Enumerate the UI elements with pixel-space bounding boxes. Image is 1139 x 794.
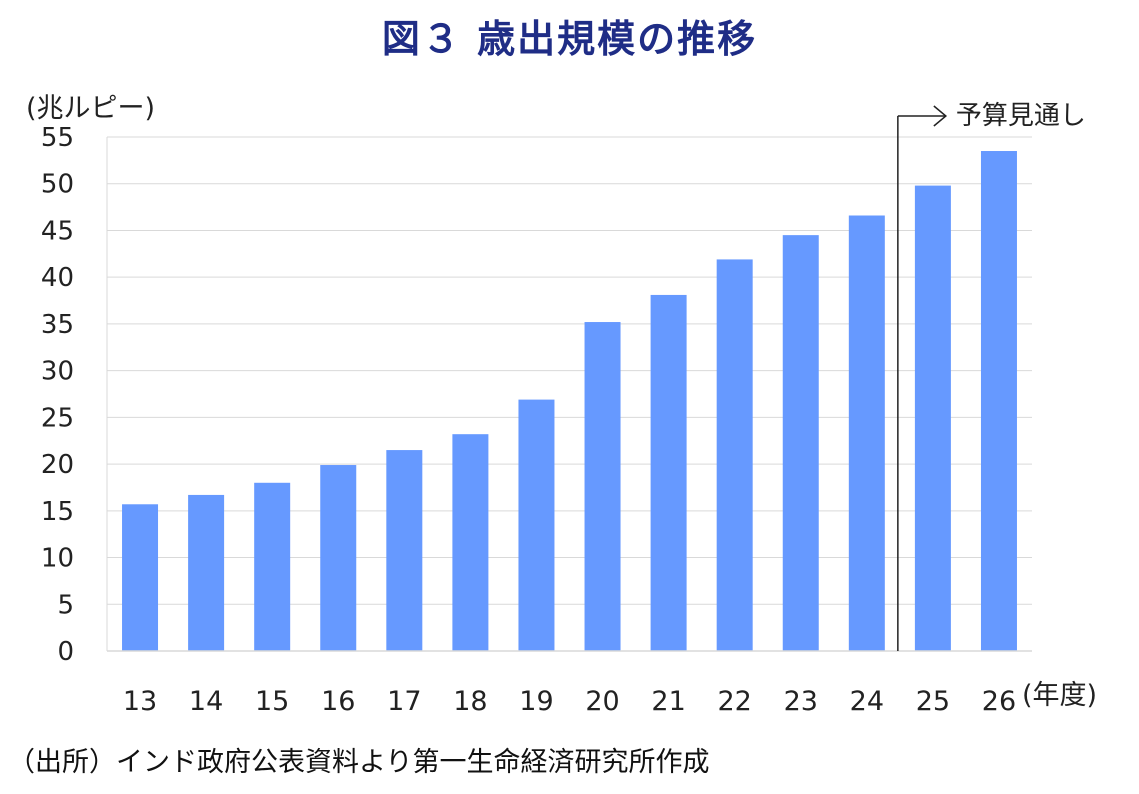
- bar-24: [848, 215, 885, 651]
- gridlines: [107, 136, 1032, 605]
- bar-14: [188, 494, 225, 651]
- y-tick-label: 10: [41, 544, 74, 574]
- x-tick-label: 15: [255, 686, 289, 717]
- x-tick-label: 14: [189, 686, 223, 717]
- bar-21: [650, 294, 687, 651]
- bar-18: [452, 434, 489, 651]
- bar-16: [320, 465, 357, 651]
- y-tick-label: 45: [41, 216, 74, 246]
- y-tick-label: 20: [41, 450, 74, 480]
- y-tick-label: 30: [41, 357, 74, 387]
- y-tick-label: 0: [57, 637, 74, 667]
- y-tick-label: 25: [41, 403, 74, 433]
- x-axis-ticks: 13 14 15 16 17 18 19 20 21 22 23 24 25 26: [123, 686, 1016, 717]
- y-tick-label: 35: [41, 310, 74, 340]
- y-axis-unit-label: (兆ルピー): [26, 93, 156, 124]
- y-tick-label: 40: [41, 263, 74, 293]
- y-tick-label: 15: [41, 497, 74, 527]
- forecast-annotation-label: 予算見通し: [956, 101, 1086, 131]
- y-tick-label: 5: [57, 590, 74, 620]
- x-tick-label: 17: [387, 686, 421, 717]
- bar-15: [254, 482, 291, 651]
- x-tick-label: 21: [651, 686, 685, 717]
- x-tick-label: 25: [916, 686, 950, 717]
- chart-title: 図３ 歳出規模の推移: [381, 17, 758, 61]
- source-note: （出所）インド政府公表資料より第一生命経済研究所作成: [8, 747, 710, 778]
- x-tick-label: 23: [784, 686, 818, 717]
- x-tick-label: 20: [585, 686, 619, 717]
- x-tick-label: 26: [982, 686, 1016, 717]
- x-tick-label: 22: [717, 686, 751, 717]
- x-tick-label: 13: [123, 686, 157, 717]
- bar-13: [122, 504, 159, 651]
- bar-20: [584, 322, 621, 651]
- y-axis-ticks: 0 5 10 15 20 25 30 35 40 45 50 55: [41, 123, 74, 667]
- bar-19: [518, 399, 555, 651]
- bar-17: [386, 450, 423, 651]
- x-tick-label: 24: [850, 686, 884, 717]
- bar-23: [782, 235, 819, 652]
- x-axis-unit-label: (年度): [1022, 680, 1097, 711]
- axes: [106, 137, 1032, 652]
- bars: [122, 151, 1017, 652]
- bar-25: [914, 185, 951, 651]
- forecast-annotation: [897, 105, 948, 651]
- y-tick-label: 50: [41, 170, 74, 200]
- x-tick-label: 19: [519, 686, 553, 717]
- y-tick-label: 55: [41, 123, 74, 153]
- bar-26: [980, 151, 1017, 651]
- x-tick-label: 16: [321, 686, 355, 717]
- bar-22: [716, 259, 753, 651]
- x-tick-label: 18: [453, 686, 487, 717]
- forecast-arrow-head: [933, 105, 948, 127]
